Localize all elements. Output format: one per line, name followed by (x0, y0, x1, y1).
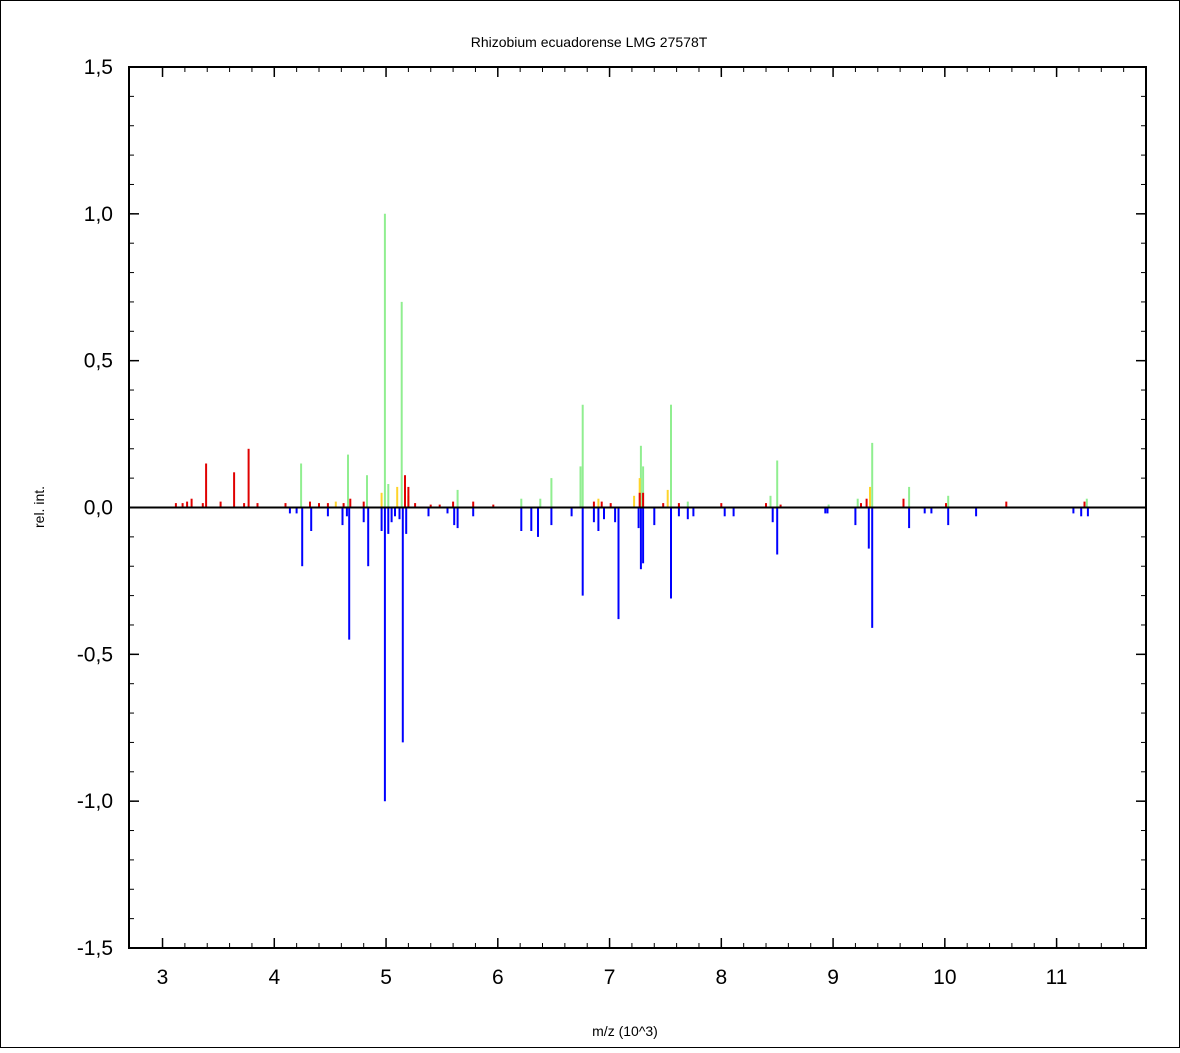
y-tick-label: -1,0 (77, 790, 113, 813)
y-tick-label: 0,0 (84, 497, 113, 520)
y-tick-label: -1,5 (77, 937, 113, 960)
axes: 3 4 5 6 7 8 9 10 11 1,5 1,0 0,5 0,0 -0,5 -1,0 -1,5 (77, 56, 1146, 989)
y-axis-label: rel. int. (31, 486, 47, 528)
x-tick-label: 4 (268, 966, 280, 989)
peak-marks (174, 213, 1089, 802)
x-tick-label: 11 (1046, 966, 1068, 989)
x-tick-label: 10 (933, 966, 956, 989)
y-tick-label: -0,5 (77, 643, 113, 666)
chart-title: Rhizobium ecuadorense LMG 27578T (471, 34, 708, 50)
x-tick-label: 5 (380, 966, 392, 989)
y-tick-label: 0,5 (84, 350, 113, 373)
x-tick-label: 9 (827, 966, 839, 989)
y-tick-label: 1,5 (84, 56, 113, 79)
x-tick-label: 6 (492, 966, 504, 989)
y-tick-label: 1,0 (84, 203, 113, 226)
x-tick-label: 3 (157, 966, 169, 989)
x-axis-label: m/z (10^3) (592, 1023, 658, 1039)
x-tick-label: 8 (715, 966, 727, 989)
x-tick-label: 7 (604, 966, 616, 989)
